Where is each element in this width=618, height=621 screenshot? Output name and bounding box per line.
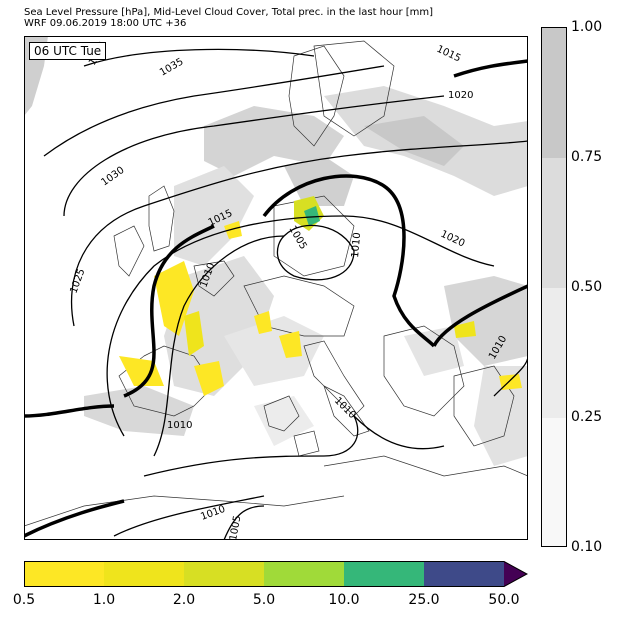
precip-bar-segment <box>264 561 344 587</box>
title-line-2: WRF 09.06.2019 18:00 UTC +36 <box>24 18 187 29</box>
precip-tick-label: 10.0 <box>328 592 360 608</box>
isobar-label: 1010 <box>350 232 363 258</box>
title-line-1: Sea Level Pressure [hPa], Mid-Level Clou… <box>24 7 434 18</box>
cloud-cover-colorbar <box>541 27 567 547</box>
isobar-label: 1020 <box>448 90 473 101</box>
cloud-tick-label: 0.25 <box>571 409 603 425</box>
precip-bar-segment <box>24 561 104 587</box>
precip-bar-segment <box>504 561 527 587</box>
cloud-tick-label: 0.50 <box>571 279 603 295</box>
thick-isobars <box>24 59 528 538</box>
precip-bar-segment <box>344 561 424 587</box>
precip-bar-segment <box>104 561 184 587</box>
precip-tick-label: 25.0 <box>408 592 440 608</box>
cloud-bar-segment <box>542 288 566 418</box>
coastlines <box>24 40 528 527</box>
cloud-bar-segment <box>542 418 566 546</box>
precipitation-layer <box>119 196 522 396</box>
isobars <box>43 48 528 540</box>
cloud-tick-label: 0.75 <box>571 149 603 165</box>
precip-tick-label: 50.0 <box>488 592 520 608</box>
precipitation-colorbar <box>24 561 528 587</box>
precip-bar-segment <box>424 561 504 587</box>
precip-tick-label: 2.0 <box>172 592 196 608</box>
precip-tick-label: 5.0 <box>252 592 276 608</box>
isobar-label: 1005 <box>228 515 243 540</box>
precip-tick-label: 1.0 <box>92 592 116 608</box>
precip-bar-segment <box>184 561 264 587</box>
cloud-bar-segment <box>542 158 566 288</box>
cloud-bar-segment <box>542 28 566 158</box>
cloud-tick-label: 0.10 <box>571 539 603 555</box>
valid-time-badge: 06 UTC Tue <box>29 42 107 60</box>
isobar-label: 1010 <box>167 420 192 431</box>
weather-map: 1035 1030 1025 1020 1015 1015 1010 1010 … <box>24 36 528 540</box>
precip-tick-label: 0.5 <box>12 592 36 608</box>
cloud-tick-label: 1.00 <box>571 19 603 35</box>
